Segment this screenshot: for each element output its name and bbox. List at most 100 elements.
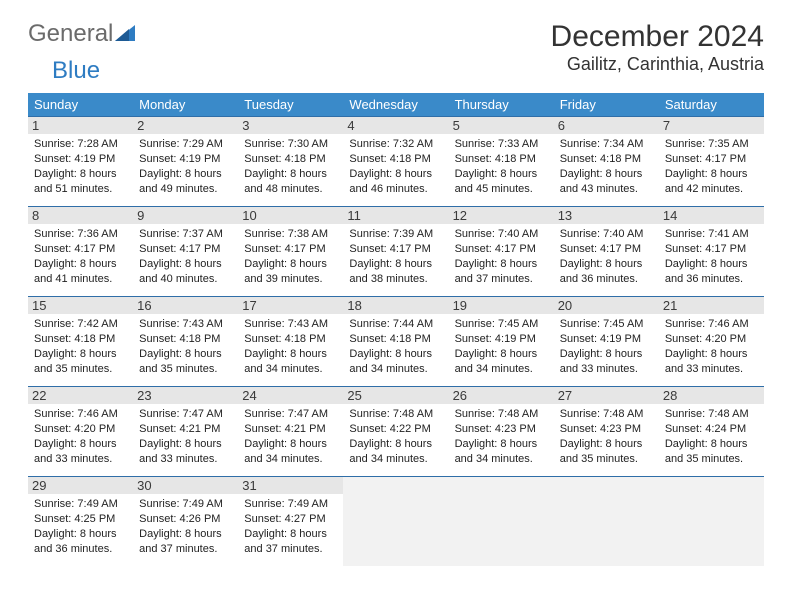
calendar-cell: 26Sunrise: 7:48 AMSunset: 4:23 PMDayligh…: [449, 387, 554, 477]
day-number: 8: [28, 207, 133, 224]
calendar-cell: 15Sunrise: 7:42 AMSunset: 4:18 PMDayligh…: [28, 297, 133, 387]
day-header: Sunday: [28, 93, 133, 117]
day-info: Sunrise: 7:32 AMSunset: 4:18 PMDaylight:…: [349, 137, 442, 196]
calendar-row: 15Sunrise: 7:42 AMSunset: 4:18 PMDayligh…: [28, 297, 764, 387]
logo-blue-text: Blue: [52, 57, 100, 85]
calendar-cell: 3Sunrise: 7:30 AMSunset: 4:18 PMDaylight…: [238, 117, 343, 207]
day-number: 11: [343, 207, 448, 224]
day-number: 7: [659, 117, 764, 134]
calendar-cell: 12 Sunrise: 7:40 AMSunset: 4:17 PMDayligh…: [449, 207, 554, 297]
day-number: 31: [238, 477, 343, 494]
calendar-cell: [343, 477, 448, 567]
day-info: Sunrise: 7:49 AMSunset: 4:26 PMDaylight:…: [139, 497, 232, 556]
calendar-cell: 29 Sunrise: 7:49 AMSunset: 4:25 PMDayligh…: [28, 477, 133, 567]
calendar-cell: 30 Sunrise: 7:49 AMSunset: 4:26 PMDayligh…: [133, 477, 238, 567]
day-info: Sunrise: 7:47 AMSunset: 4:21 PMDaylight:…: [244, 407, 337, 466]
calendar-row: 29 Sunrise: 7:49 AMSunset: 4:25 PMDayligh…: [28, 477, 764, 567]
calendar-cell: 19 Sunrise: 7:45 AMSunset: 4:19 PMDayligh…: [449, 297, 554, 387]
calendar-cell: 23 Sunrise: 7:47 AMSunset: 4:21 PMDayligh…: [133, 387, 238, 477]
calendar-cell: 31 Sunrise: 7:49 AMSunset: 4:27 PMDayligh…: [238, 477, 343, 567]
day-info: Sunrise: 7:48 AMSunset: 4:22 PMDaylight:…: [349, 407, 442, 466]
location-text: Gailitz, Carinthia, Austria: [551, 54, 764, 75]
calendar-cell: [554, 477, 659, 567]
calendar-cell: 9 Sunrise: 7:37 AMSunset: 4:17 PMDaylight…: [133, 207, 238, 297]
day-info: Sunrise: 7:34 AMSunset: 4:18 PMDaylight:…: [560, 137, 653, 196]
logo-gray-text: General: [28, 20, 113, 48]
calendar-row: 1 Sunrise: 7:28 AMSunset: 4:19 PMDaylight…: [28, 117, 764, 207]
day-number: 10: [238, 207, 343, 224]
day-info: Sunrise: 7:43 AMSunset: 4:18 PMDaylight:…: [139, 317, 232, 376]
day-header: Monday: [133, 93, 238, 117]
day-header: Friday: [554, 93, 659, 117]
calendar-cell: 11 Sunrise: 7:39 AMSunset: 4:17 PMDayligh…: [343, 207, 448, 297]
day-number: 15: [28, 297, 133, 314]
calendar-cell: 18 Sunrise: 7:44 AMSunset: 4:18 PMDayligh…: [343, 297, 448, 387]
day-number: 5: [449, 117, 554, 134]
day-number: 23: [133, 387, 238, 404]
day-header: Tuesday: [238, 93, 343, 117]
calendar-cell: 22 Sunrise: 7:46 AMSunset: 4:20 PMDayligh…: [28, 387, 133, 477]
day-info: Sunrise: 7:44 AMSunset: 4:18 PMDaylight:…: [349, 317, 442, 376]
calendar-cell: 24Sunrise: 7:47 AMSunset: 4:21 PMDayligh…: [238, 387, 343, 477]
calendar-cell: 14 Sunrise: 7:41 AMSunset: 4:17 PMDayligh…: [659, 207, 764, 297]
day-info: Sunrise: 7:38 AMSunset: 4:17 PMDaylight:…: [244, 227, 337, 286]
day-number: 28: [659, 387, 764, 404]
day-number: 18: [343, 297, 448, 314]
day-info: Sunrise: 7:28 AMSunset: 4:19 PMDaylight:…: [34, 137, 127, 196]
calendar-cell: 17 Sunrise: 7:43 AMSunset: 4:18 PMDayligh…: [238, 297, 343, 387]
day-info: Sunrise: 7:48 AMSunset: 4:23 PMDaylight:…: [455, 407, 548, 466]
day-info: Sunrise: 7:39 AMSunset: 4:17 PMDaylight:…: [349, 227, 442, 286]
calendar-cell: 2Sunrise: 7:29 AMSunset: 4:19 PMDaylight…: [133, 117, 238, 207]
day-number: 6: [554, 117, 659, 134]
day-info: Sunrise: 7:49 AMSunset: 4:27 PMDaylight:…: [244, 497, 337, 556]
calendar-cell: 6 Sunrise: 7:34 AMSunset: 4:18 PMDaylight…: [554, 117, 659, 207]
day-number: 19: [449, 297, 554, 314]
day-number: 30: [133, 477, 238, 494]
day-number: 4: [343, 117, 448, 134]
day-info: Sunrise: 7:41 AMSunset: 4:17 PMDaylight:…: [665, 227, 758, 286]
day-number: 14: [659, 207, 764, 224]
day-info: Sunrise: 7:30 AMSunset: 4:18 PMDaylight:…: [244, 137, 337, 196]
day-header: Thursday: [449, 93, 554, 117]
day-info: Sunrise: 7:46 AMSunset: 4:20 PMDaylight:…: [34, 407, 127, 466]
calendar-cell: 8 Sunrise: 7:36 AMSunset: 4:17 PMDaylight…: [28, 207, 133, 297]
day-info: Sunrise: 7:48 AMSunset: 4:23 PMDaylight:…: [560, 407, 653, 466]
day-info: Sunrise: 7:37 AMSunset: 4:17 PMDaylight:…: [139, 227, 232, 286]
day-info: Sunrise: 7:43 AMSunset: 4:18 PMDaylight:…: [244, 317, 337, 376]
day-info: Sunrise: 7:49 AMSunset: 4:25 PMDaylight:…: [34, 497, 127, 556]
day-header: Saturday: [659, 93, 764, 117]
calendar-cell: 21 Sunrise: 7:46 AMSunset: 4:20 PMDayligh…: [659, 297, 764, 387]
day-info: Sunrise: 7:47 AMSunset: 4:21 PMDaylight:…: [139, 407, 232, 466]
calendar-cell: 28 Sunrise: 7:48 AMSunset: 4:24 PMDayligh…: [659, 387, 764, 477]
day-number: 29: [28, 477, 133, 494]
day-info: Sunrise: 7:48 AMSunset: 4:24 PMDaylight:…: [665, 407, 758, 466]
day-number: 20: [554, 297, 659, 314]
day-info: Sunrise: 7:40 AMSunset: 4:17 PMDaylight:…: [455, 227, 548, 286]
calendar-cell: 25 Sunrise: 7:48 AMSunset: 4:22 PMDayligh…: [343, 387, 448, 477]
day-number: 22: [28, 387, 133, 404]
day-info: Sunrise: 7:36 AMSunset: 4:17 PMDaylight:…: [34, 227, 127, 286]
day-info: Sunrise: 7:29 AMSunset: 4:19 PMDaylight:…: [139, 137, 232, 196]
day-number: 21: [659, 297, 764, 314]
calendar-cell: [659, 477, 764, 567]
day-header: Wednesday: [343, 93, 448, 117]
day-number: 12: [449, 207, 554, 224]
day-info: Sunrise: 7:46 AMSunset: 4:20 PMDaylight:…: [665, 317, 758, 376]
logo-triangle-icon: [115, 20, 135, 48]
day-info: Sunrise: 7:33 AMSunset: 4:18 PMDaylight:…: [455, 137, 548, 196]
calendar-table: Sunday Monday Tuesday Wednesday Thursday…: [28, 93, 764, 566]
day-number: 25: [343, 387, 448, 404]
day-info: Sunrise: 7:35 AMSunset: 4:17 PMDaylight:…: [665, 137, 758, 196]
calendar-row: 22 Sunrise: 7:46 AMSunset: 4:20 PMDayligh…: [28, 387, 764, 477]
day-number: 27: [554, 387, 659, 404]
day-number: 17: [238, 297, 343, 314]
calendar-row: 8 Sunrise: 7:36 AMSunset: 4:17 PMDaylight…: [28, 207, 764, 297]
day-number: 9: [133, 207, 238, 224]
calendar-cell: 1 Sunrise: 7:28 AMSunset: 4:19 PMDaylight…: [28, 117, 133, 207]
day-number: 16: [133, 297, 238, 314]
day-info: Sunrise: 7:45 AMSunset: 4:19 PMDaylight:…: [560, 317, 653, 376]
day-number: 1: [28, 117, 133, 134]
calendar-cell: 20 Sunrise: 7:45 AMSunset: 4:19 PMDayligh…: [554, 297, 659, 387]
calendar-cell: 5 Sunrise: 7:33 AMSunset: 4:18 PMDaylight…: [449, 117, 554, 207]
day-info: Sunrise: 7:45 AMSunset: 4:19 PMDaylight:…: [455, 317, 548, 376]
